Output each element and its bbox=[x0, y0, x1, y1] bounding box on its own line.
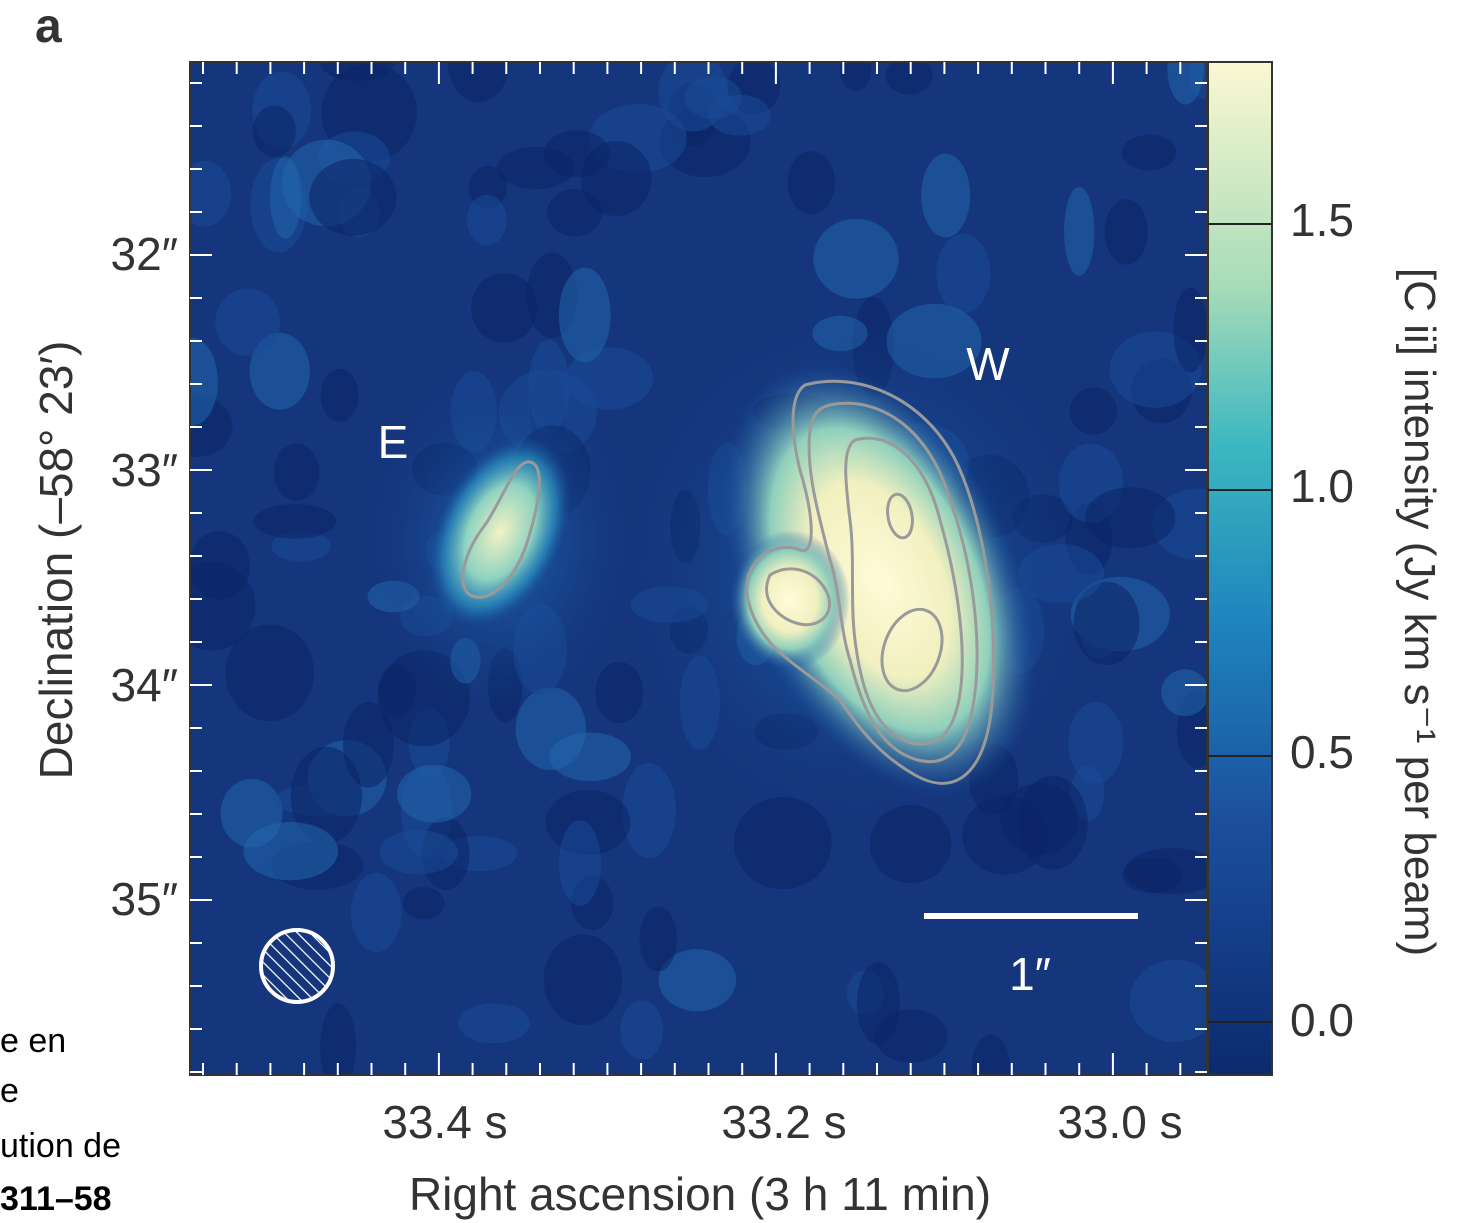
noise-patch bbox=[1068, 701, 1124, 784]
y-tick-label: 32″ bbox=[111, 228, 178, 280]
noise-patch bbox=[273, 443, 320, 501]
noise-patch bbox=[252, 105, 296, 157]
noise-patch bbox=[622, 762, 676, 859]
noise-patch bbox=[320, 368, 359, 422]
x-tick-label: 33.4 s bbox=[382, 1096, 507, 1148]
noise-patch bbox=[343, 701, 394, 788]
noise-patch bbox=[1064, 186, 1095, 276]
noise-patch bbox=[470, 272, 538, 343]
noise-patch bbox=[962, 796, 1049, 875]
noise-patch bbox=[1069, 387, 1118, 435]
noise-patch bbox=[658, 62, 728, 132]
noise-patch bbox=[559, 820, 601, 906]
noise-patch bbox=[1073, 581, 1140, 666]
noise-patch bbox=[447, 62, 510, 103]
contour-w-peak-2 bbox=[880, 607, 944, 693]
noise-patch bbox=[457, 1003, 530, 1044]
noise-patch bbox=[243, 822, 339, 881]
noise-patch bbox=[1173, 287, 1207, 373]
heatmap-image bbox=[190, 62, 1207, 1075]
colorbar-title: [C ii] intensity (Jy km s⁻¹ per beam) bbox=[1395, 268, 1444, 956]
y-tick-label: 33″ bbox=[111, 444, 178, 496]
noise-patch bbox=[543, 934, 623, 1026]
noise-patch bbox=[733, 796, 832, 890]
noise-patch bbox=[658, 949, 737, 1012]
caption-fragment: ution de bbox=[0, 1127, 121, 1165]
noise-patch bbox=[377, 664, 417, 717]
noise-patch bbox=[225, 624, 315, 722]
noise-patch bbox=[351, 872, 402, 953]
noise-patch bbox=[869, 804, 952, 884]
noise-patch bbox=[290, 746, 362, 845]
caption-fragment: 311–58 bbox=[0, 1180, 112, 1218]
noise-patch bbox=[1167, 62, 1205, 105]
noise-patch bbox=[813, 218, 899, 299]
noise-patch bbox=[249, 332, 310, 410]
noise-patch bbox=[402, 887, 445, 920]
noise-patch bbox=[320, 1003, 357, 1075]
noise-patch bbox=[885, 62, 933, 95]
contour-w-1 bbox=[745, 379, 996, 785]
noise-patch bbox=[565, 347, 654, 410]
noise-patch bbox=[190, 337, 218, 426]
noise-patch bbox=[558, 267, 611, 363]
x-tick-label: 33.0 s bbox=[1057, 1096, 1182, 1148]
contour-w-knot bbox=[765, 567, 832, 627]
source-label-w: W bbox=[966, 338, 1010, 390]
y-tick-label: 35″ bbox=[111, 873, 178, 925]
contour-e bbox=[461, 460, 541, 599]
noise-patch bbox=[466, 194, 507, 246]
x-tick-label: 33.2 s bbox=[721, 1096, 846, 1148]
colorbar-tick-label: 1.0 bbox=[1290, 460, 1354, 512]
y-tick-label: 34″ bbox=[111, 659, 178, 711]
y-axis-title: Declination (–58° 23′) bbox=[30, 341, 82, 780]
source-e-emission bbox=[429, 437, 571, 627]
noise-patch bbox=[856, 962, 900, 1045]
noise-patch bbox=[1129, 959, 1207, 1043]
noise-patch bbox=[253, 504, 337, 539]
noise-patch bbox=[1121, 134, 1177, 171]
noise-patch bbox=[515, 687, 586, 771]
noise-patch bbox=[595, 661, 644, 724]
noise-patch bbox=[921, 153, 971, 238]
noise-patch bbox=[580, 141, 652, 216]
beam-marker bbox=[259, 928, 335, 1004]
contour-w-peak-1 bbox=[886, 492, 914, 540]
noise-patch bbox=[396, 764, 472, 823]
noise-patch bbox=[320, 62, 395, 81]
noise-patch bbox=[1085, 487, 1176, 549]
colorbar-tick-label: 1.5 bbox=[1290, 194, 1354, 246]
noise-patch bbox=[1161, 669, 1207, 717]
noise-patch bbox=[190, 161, 232, 227]
contour-w-3 bbox=[844, 436, 964, 746]
axis-ticks bbox=[190, 62, 1207, 1075]
caption-fragment: e bbox=[0, 1072, 19, 1110]
caption-fragment: e en bbox=[0, 1022, 67, 1060]
noise-patch bbox=[936, 233, 991, 314]
colorbar bbox=[1207, 61, 1273, 1076]
noise-patch bbox=[1104, 199, 1148, 265]
x-axis-title: Right ascension (3 h 11 min) bbox=[409, 1168, 991, 1220]
noise-patch bbox=[1124, 848, 1207, 895]
noise-patch bbox=[496, 146, 575, 190]
scale-bar-label: 1″ bbox=[1009, 948, 1051, 1000]
noise-patch bbox=[309, 158, 397, 236]
noise-patch bbox=[839, 62, 872, 92]
noise-patch bbox=[271, 530, 331, 562]
contour-w-2 bbox=[807, 401, 979, 764]
colorbar-tick-label: 0.0 bbox=[1290, 994, 1354, 1046]
noise-patch bbox=[215, 288, 281, 356]
noise-patch bbox=[620, 1000, 664, 1060]
noise-patch bbox=[190, 531, 250, 600]
colorbar-tick-label: 0.5 bbox=[1290, 726, 1354, 778]
noise-patch bbox=[379, 830, 458, 875]
source-label-e: E bbox=[378, 416, 409, 468]
noise-patch bbox=[787, 151, 836, 215]
noise-patch bbox=[971, 1034, 1010, 1075]
noise-patch bbox=[639, 906, 678, 972]
panel-label: a bbox=[35, 0, 62, 53]
